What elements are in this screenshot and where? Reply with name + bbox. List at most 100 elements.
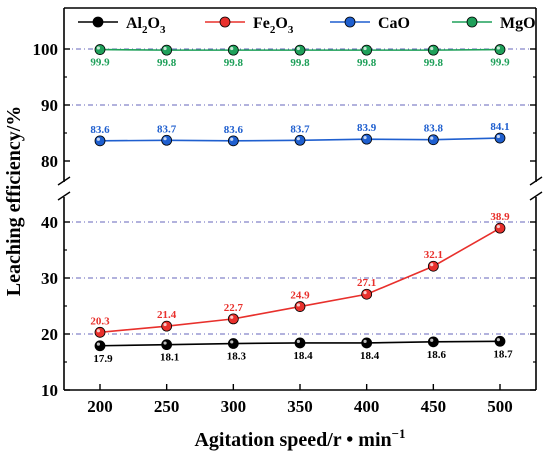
data-label: 99.9 [90,57,110,69]
data-point [361,337,373,349]
data-label: 38.9 [490,211,510,223]
data-label: 17.9 [93,353,113,365]
series-layer: 17.9 18.1 18.3 18.4 18.4 18.6 18.7 20.3 21.4 22.7… [90,44,513,365]
data-point-highlight [230,46,234,51]
data-point-highlight [363,46,367,51]
y-tick-label: 40 [41,213,58,232]
data-point [361,288,373,300]
legend-marker [344,16,356,28]
data-point-highlight [163,137,167,141]
data-point [294,44,306,56]
data-point-highlight [430,136,434,140]
data-point [294,301,306,312]
axis-ticks: 10 20 30 40 80 90 100 200 250 300 350 400 450 500 [33,40,536,416]
data-label: 18.7 [493,348,513,360]
y-tick-label: 100 [33,40,59,59]
data-point-highlight [96,46,100,50]
data-point-highlight [430,338,434,342]
x-tick-label: 300 [221,397,247,416]
data-label: 18.4 [360,350,380,362]
data-point [361,133,373,145]
legend-label: Al2O3 [126,15,166,36]
data-point [494,335,506,347]
y-tick-label: 80 [41,152,58,171]
data-label: 83.9 [357,122,377,134]
data-label: 83.6 [90,124,110,136]
data-point [427,260,439,272]
data-label: 20.3 [90,315,110,327]
data-point [161,44,173,56]
legend-label: MgO [500,15,536,32]
data-point-highlight [296,46,300,51]
y-tick-label: 30 [41,269,58,288]
data-point [494,44,506,55]
legend: Al2O3 Fe2O3 CaO MgO [78,15,536,36]
data-label: 18.4 [293,350,313,362]
data-label: 99.8 [290,57,310,69]
data-label: 24.9 [290,290,310,302]
x-tick-label: 450 [421,397,447,416]
x-axis-label: Agitation speed/r • min−1 [194,426,405,451]
data-point-highlight [363,291,367,295]
y-tick-label: 20 [41,325,58,344]
data-point [161,320,173,332]
legend-marker [219,16,231,28]
data-point-highlight [163,341,167,345]
data-point-highlight [230,137,234,141]
data-point-highlight [296,339,300,343]
data-point [361,44,373,56]
data-point-highlight [96,137,100,141]
legend-marker [92,16,104,28]
data-point-highlight [230,315,234,319]
data-label: 18.6 [427,349,447,361]
data-label: 32.1 [424,249,443,261]
data-point-highlight [363,135,367,140]
data-point-highlight [496,224,500,229]
data-point [161,339,173,351]
legend-label: Fe2O3 [253,15,294,36]
data-label: 83.7 [290,123,310,135]
data-point [427,44,439,56]
data-label: 99.8 [224,57,244,69]
data-point-highlight [496,134,500,139]
data-label: 99.8 [357,57,377,69]
y-axis-label: Leaching efficiency/% [3,106,25,297]
data-point-highlight [296,303,300,307]
legend-marker [466,16,478,28]
data-point [494,222,506,234]
data-point [227,338,239,349]
x-tick-label: 400 [354,397,380,416]
data-point [494,132,506,144]
data-point [227,135,239,147]
data-point [94,135,106,147]
data-point [161,134,173,146]
data-point-highlight [96,329,100,333]
data-point [294,337,306,349]
data-label: 83.7 [157,123,177,135]
data-label: 99.9 [490,57,510,69]
data-label: 99.8 [157,57,177,69]
x-tick-label: 200 [87,397,113,416]
data-point-highlight [430,46,434,51]
x-tick-label: 250 [154,397,180,416]
data-point [94,340,106,352]
data-point-highlight [163,322,167,327]
axis-break-mark [529,176,543,186]
x-tick-label: 350 [287,397,313,416]
data-point-highlight [296,137,300,141]
plot-frame [57,7,543,391]
data-label: 18.3 [227,351,247,363]
data-point [94,44,106,55]
data-point-highlight [230,340,234,344]
data-label: 99.8 [424,57,444,69]
axis-break-mark [529,191,543,201]
x-tick-label: 500 [487,397,513,416]
data-label: 22.7 [224,302,244,314]
data-label: 83.8 [424,123,444,135]
y-tick-label: 10 [41,381,58,400]
data-point-highlight [430,263,434,267]
data-point-highlight [163,46,167,51]
axis-break-mark [57,191,71,201]
data-label: 21.4 [157,309,177,321]
data-label: 18.1 [160,352,179,364]
